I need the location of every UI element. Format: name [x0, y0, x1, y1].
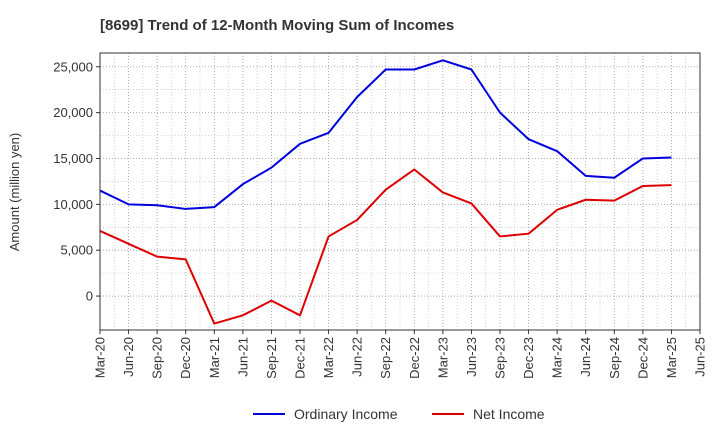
y-axis-label: Amount (million yen): [7, 133, 22, 252]
y-tick-label: 25,000: [53, 59, 93, 74]
x-tick-label: Sep-20: [150, 337, 165, 379]
x-tick-label: Sep-24: [607, 337, 622, 379]
x-tick-label: Dec-21: [293, 337, 308, 379]
legend-label: Net Income: [473, 406, 545, 422]
legend: Ordinary Income Net Income: [253, 406, 545, 422]
x-tick-label: Sep-23: [493, 337, 508, 379]
x-tick-label: Jun-24: [578, 337, 593, 377]
y-tick-label: 10,000: [53, 197, 93, 212]
y-tick-label: 0: [86, 289, 93, 304]
x-tick-label: Mar-23: [435, 337, 450, 378]
x-tick-label: Mar-22: [321, 337, 336, 378]
legend-label: Ordinary Income: [294, 406, 398, 422]
series-line-1: [99, 168, 672, 325]
x-tick-label: Jun-20: [121, 337, 136, 377]
x-tick-label: Dec-22: [407, 337, 422, 379]
x-tick-label: Jun-23: [464, 337, 479, 377]
x-tick-label: Dec-20: [178, 337, 193, 379]
x-tick-label: Dec-23: [521, 337, 536, 379]
series-line-0: [99, 59, 672, 210]
x-tick-label: Sep-21: [264, 337, 279, 379]
y-axis: 0 5,000 10,000 15,000 20,000 25,000: [53, 59, 100, 304]
x-tick-label: Mar-21: [207, 337, 222, 378]
plot-area-border: [99, 52, 701, 331]
x-tick-label: Jun-22: [350, 337, 365, 377]
grid: [100, 53, 700, 330]
x-tick-label: Mar-20: [93, 337, 108, 378]
x-tick-label: Jun-25: [693, 337, 708, 377]
x-tick-label: Mar-25: [664, 337, 679, 378]
x-tick-label: Mar-24: [550, 337, 565, 378]
x-tick-label: Sep-22: [378, 337, 393, 379]
x-tick-label: Dec-24: [635, 337, 650, 379]
x-axis: Mar-20 Jun-20 Sep-20 Dec-20 Mar-21 Jun-21 Sep-…: [93, 330, 708, 379]
y-tick-label: 5,000: [60, 243, 93, 258]
series-lines: [99, 59, 672, 325]
x-tick-label: Jun-21: [235, 337, 250, 377]
y-tick-label: 20,000: [53, 105, 93, 120]
y-tick-label: 15,000: [53, 151, 93, 166]
chart-title: [8699] Trend of 12-Month Moving Sum of I…: [100, 17, 454, 34]
